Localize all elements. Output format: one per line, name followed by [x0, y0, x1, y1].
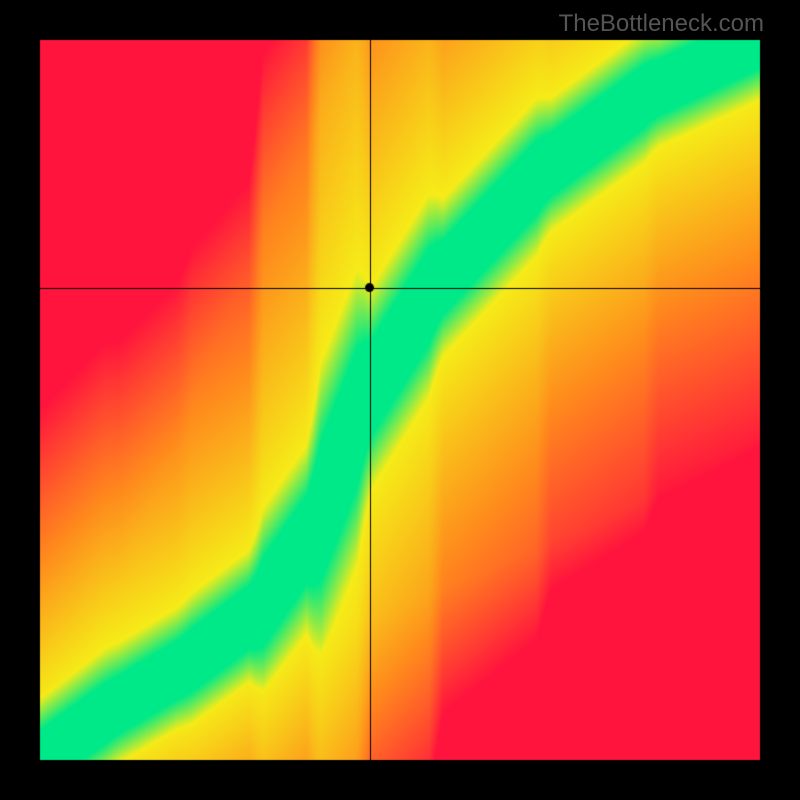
watermark-text: TheBottleneck.com — [559, 10, 764, 38]
bottleneck-heatmap — [0, 0, 800, 800]
